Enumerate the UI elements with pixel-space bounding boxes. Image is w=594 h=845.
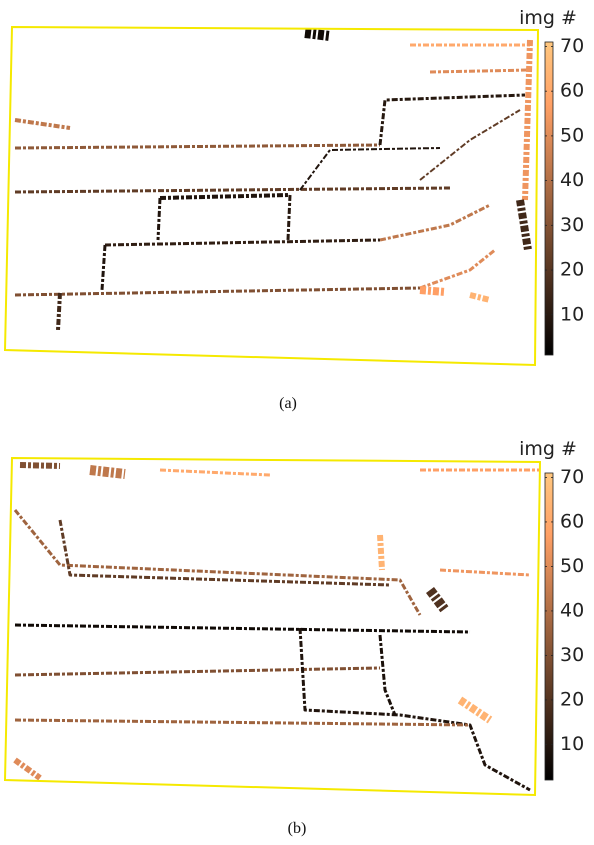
edge-streak: [419, 286, 446, 296]
edge-streak: [58, 519, 391, 587]
edge-streak: [156, 197, 162, 241]
edge-streak: [14, 623, 471, 634]
edge-streak: [14, 666, 381, 677]
colorbar-tick-label: 50: [560, 555, 584, 577]
colorbar-tick-label: 10: [560, 303, 584, 325]
panel-b: img # 10 20 30 40 50 60 70 (b): [3, 438, 584, 837]
colorbar-tick-label: 40: [560, 169, 584, 191]
edge-streak: [159, 468, 271, 477]
caption: (b): [288, 820, 307, 837]
panel-a: img # 10 20 30 40 50 60 70 (a): [3, 7, 584, 412]
edge-streak: [159, 193, 291, 200]
colorbar-tick-label: 40: [560, 599, 584, 621]
edge-streak: [19, 462, 61, 469]
edge-streak: [419, 248, 496, 290]
edge-streak: [56, 292, 62, 331]
colorbar-tick-label: 70: [560, 35, 584, 57]
colorbar-tick-label: 70: [560, 466, 584, 488]
edge-streak: [426, 587, 449, 613]
colorbar-tick-label: 30: [560, 214, 584, 236]
colorbar-tick-label: 20: [560, 259, 584, 281]
edge-streak: [14, 718, 471, 727]
colorbar-title: img #: [519, 438, 577, 460]
colorbar-tick-label: 50: [560, 124, 584, 146]
edge-streak: [439, 568, 531, 577]
colorbar-tick-label: 10: [560, 733, 584, 755]
colorbar-tick-label: 30: [560, 644, 584, 666]
edge-streak: [304, 28, 331, 41]
colorbar: [544, 41, 554, 356]
colorbar-tick-label: 20: [560, 688, 584, 710]
image-border: [3, 456, 542, 797]
colorbar-tick-label: 60: [560, 510, 584, 532]
edge-streak: [469, 292, 491, 303]
edge-streak: [298, 627, 531, 792]
edge-streak: [379, 203, 491, 242]
edge-streak: [457, 696, 493, 724]
edge-streak: [419, 109, 521, 181]
colorbar: [544, 472, 554, 781]
edge-streak: [14, 186, 451, 194]
edge-streak: [13, 509, 422, 616]
edge-streak: [89, 465, 126, 479]
colorbar-tick-label: 60: [560, 80, 584, 102]
caption: (a): [279, 395, 297, 412]
image-border: [3, 25, 540, 367]
edge-streak: [522, 39, 533, 201]
edge-streak: [299, 147, 441, 191]
edge-streak: [378, 93, 526, 146]
colorbar-title: img #: [519, 7, 577, 29]
edge-streak: [429, 68, 531, 74]
edge-streak: [377, 534, 385, 571]
edge-streak: [13, 757, 42, 781]
edge-streak: [100, 244, 107, 291]
edge-streak: [286, 194, 292, 241]
edge-streak: [516, 199, 532, 251]
edge-streak: [14, 286, 421, 297]
edge-streak: [14, 118, 71, 130]
edge-streak: [378, 634, 397, 716]
edge-streak: [14, 143, 381, 150]
edge-streak: [104, 238, 381, 247]
